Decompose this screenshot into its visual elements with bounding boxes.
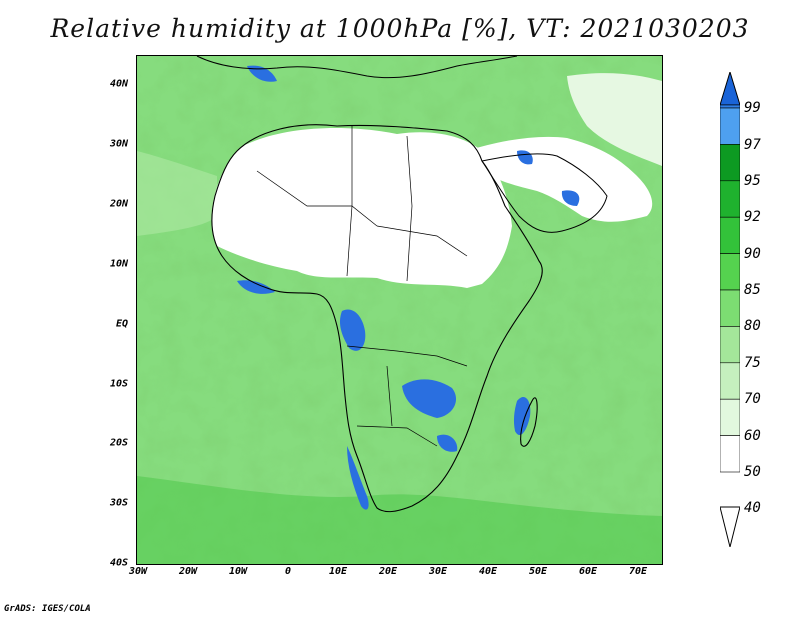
lon-label: 30E: [428, 566, 448, 577]
colorbar-top-arrow: [720, 72, 740, 106]
colorbar-label: 85: [744, 282, 761, 298]
colorbar-segment: [720, 326, 740, 364]
colorbar-label: 60: [744, 428, 761, 444]
map-panel: [136, 55, 663, 565]
colorbar-label: 97: [744, 137, 761, 153]
colorbar-label: 70: [744, 391, 761, 407]
colorbar-label: 75: [744, 355, 761, 371]
lat-label: 30N: [109, 138, 128, 150]
coastline-madagascar: [520, 397, 538, 447]
map-title: Relative humidity at 1000hPa [%], VT: 20…: [50, 14, 750, 43]
lon-label: 20W: [178, 566, 198, 577]
lat-label: 10S: [109, 378, 128, 390]
colorbar-label: 95: [744, 173, 761, 189]
coastline-arabia: [481, 153, 608, 233]
colorbar-label: 50: [744, 464, 761, 480]
colorbar-segment: [720, 180, 740, 218]
lon-label: 30W: [128, 566, 148, 577]
lat-label: 30S: [109, 497, 128, 509]
lat-label: 40S: [109, 557, 128, 569]
credit-text: GrADS: IGES/COLA: [4, 604, 91, 614]
lon-label: 20E: [378, 566, 398, 577]
colorbar-label: 90: [744, 246, 761, 262]
colorbar-label: 40: [744, 500, 761, 516]
colorbar-label: 80: [744, 318, 761, 334]
colorbar-segment: [720, 398, 740, 436]
colorbar-bottom-arrow: [720, 506, 740, 547]
wet-patches: [237, 65, 580, 510]
lat-label: 20S: [109, 437, 128, 449]
lat-label: 10N: [109, 258, 128, 270]
colorbar-segment: [720, 289, 740, 327]
lon-label: 10E: [328, 566, 348, 577]
lat-label: 20N: [109, 198, 128, 210]
colorbar-segment: [720, 253, 740, 291]
colorbar: [720, 72, 740, 547]
lon-label: 70E: [628, 566, 648, 577]
colorbar-segment: [720, 104, 740, 109]
coastline-africa: [211, 124, 543, 513]
colorbar-segment: [720, 107, 740, 145]
colorbar-segment: [720, 216, 740, 254]
lon-label: 50E: [528, 566, 548, 577]
colorbar-segment: [720, 362, 740, 400]
dry-region-sahara: [211, 128, 513, 288]
colorbar-segment: [720, 435, 740, 473]
lat-label: 40N: [109, 78, 128, 90]
colorbar-segment: [720, 144, 740, 182]
colorbar-label: 92: [744, 209, 761, 225]
lon-label: 40E: [478, 566, 498, 577]
colorbar-label: 99: [744, 100, 761, 116]
lon-label: 10W: [228, 566, 248, 577]
lon-label: 60E: [578, 566, 598, 577]
lat-label: EQ: [115, 318, 128, 330]
lon-label: 0: [284, 566, 292, 577]
